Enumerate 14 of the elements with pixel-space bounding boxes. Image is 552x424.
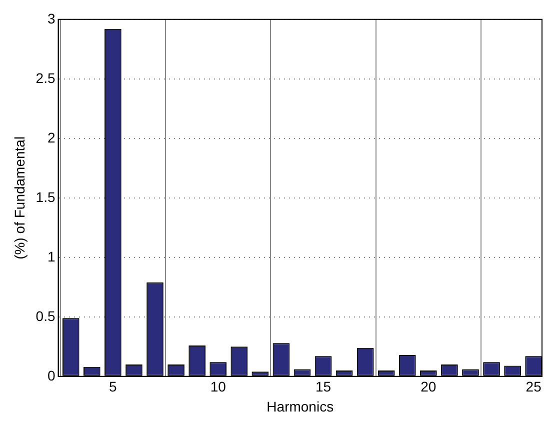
y-tick-label: 1 [47, 248, 56, 264]
x-tick-label: 25 [526, 378, 542, 395]
x-tick-label: 5 [109, 378, 118, 395]
y-tick-label: 0.5 [36, 308, 56, 324]
y-tick-label: 3 [47, 10, 56, 26]
y-tick-label: 0 [47, 367, 56, 384]
x-tick-label: 15 [315, 378, 332, 395]
y-axis-title: (%) of Fundamental [11, 136, 28, 260]
y-tick-label: 2 [47, 129, 56, 146]
y-tick-label: 2.5 [36, 70, 56, 86]
y-tick-label: 1.5 [36, 188, 56, 205]
x-axis-title: Harmonics [266, 398, 334, 414]
x-tick-label: 20 [420, 378, 436, 395]
x-tick-label: 10 [210, 378, 226, 395]
